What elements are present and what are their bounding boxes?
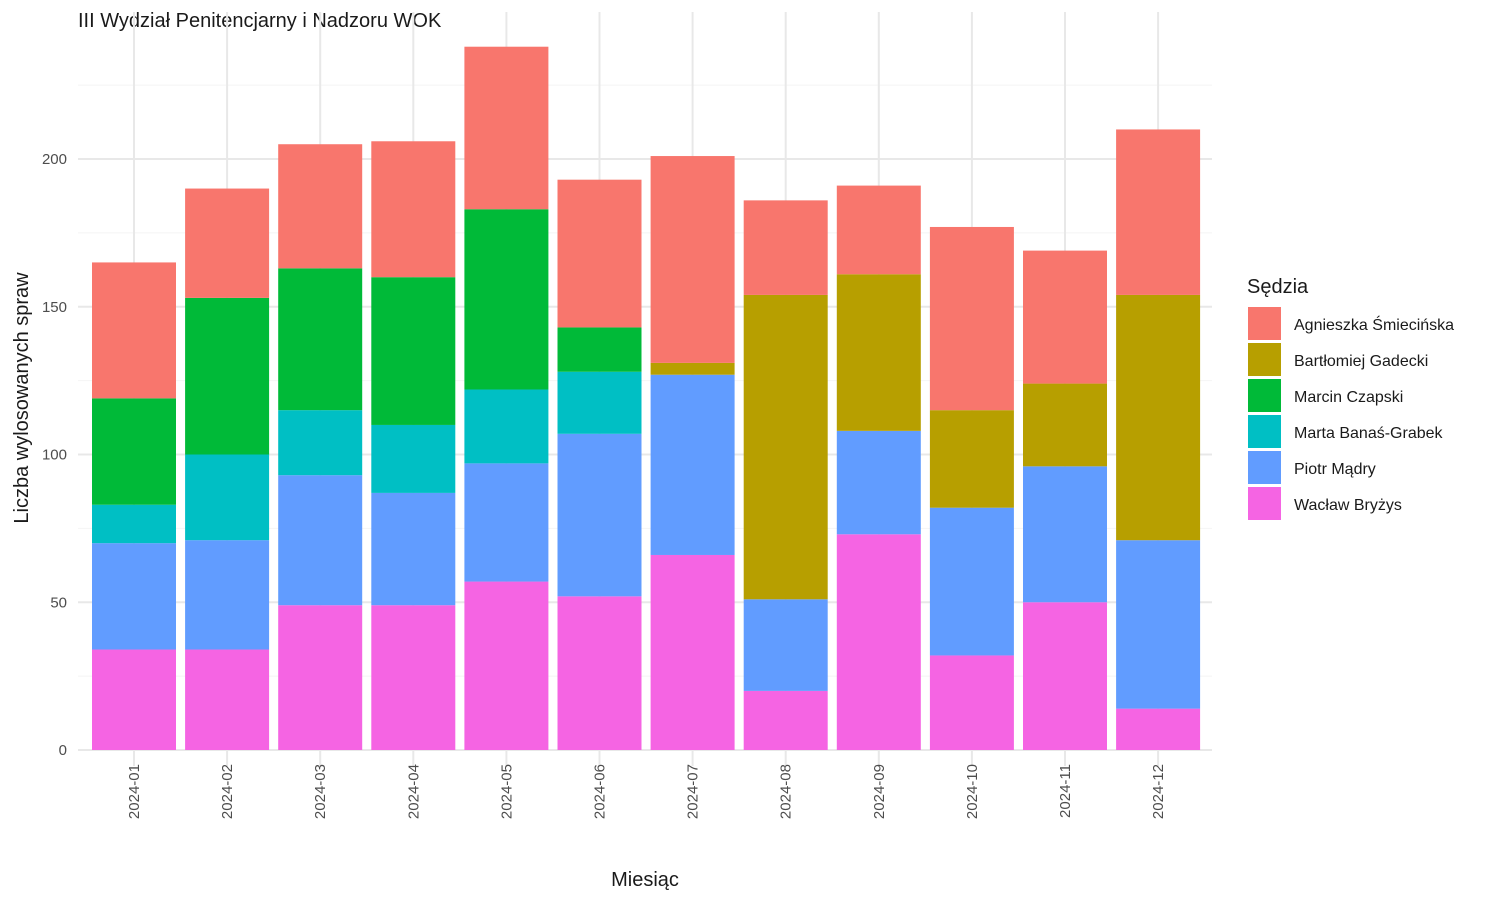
- bar-segment: [92, 262, 176, 399]
- bar-segment: [278, 144, 363, 269]
- bar-segment: [929, 507, 1014, 656]
- x-tick-label: 2024-05: [498, 764, 515, 819]
- y-axis-title: Liczba wylosowanych spraw: [11, 272, 33, 524]
- x-axis-ticks: 2024-01 2024-02 2024-03 2024-04 2024-05 2024-…: [126, 764, 1167, 819]
- legend-swatch: [1248, 415, 1281, 448]
- y-tick-label: 0: [59, 742, 67, 759]
- bar-segment: [92, 543, 176, 650]
- bar-segment: [1023, 466, 1107, 603]
- legend-swatch: [1248, 343, 1281, 376]
- bar-segment: [650, 156, 735, 363]
- legend-label: Bartłomiej Gadecki: [1294, 353, 1428, 370]
- bar-segment: [92, 504, 176, 544]
- x-tick-label: 2024-03: [312, 764, 329, 819]
- legend-label: Marcin Czapski: [1294, 389, 1403, 406]
- legend-swatch: [1248, 379, 1281, 412]
- bar-segment: [371, 492, 456, 606]
- x-tick-label: 2024-04: [405, 764, 422, 819]
- bar-segment: [557, 371, 642, 434]
- x-tick-label: 2024-06: [592, 764, 609, 819]
- y-tick-label: 150: [42, 299, 67, 316]
- bar-segment: [836, 185, 921, 275]
- chart-title: III Wydział Penitencjarny i Nadzoru WOK: [78, 10, 442, 32]
- bar-segment: [185, 188, 270, 298]
- x-tick-label: 2024-10: [964, 764, 981, 819]
- bar-segment: [1023, 250, 1107, 384]
- bar-segment: [92, 398, 176, 505]
- bar-segment: [278, 475, 363, 606]
- legend-label: Agnieszka Śmiecińska: [1294, 315, 1454, 334]
- bar-segment: [650, 554, 735, 750]
- bar-segment: [371, 141, 456, 278]
- legend-label: Marta Banaś-Grabek: [1294, 425, 1444, 442]
- x-tick-label: 2024-07: [685, 764, 702, 819]
- x-tick-label: 2024-02: [219, 764, 236, 819]
- bar-segment: [743, 690, 828, 750]
- x-tick-label: 2024-12: [1150, 764, 1167, 819]
- legend-label: Piotr Mądry: [1294, 461, 1376, 478]
- x-tick-label: 2024-08: [778, 764, 795, 819]
- bar-segment: [371, 605, 456, 750]
- bar-segment: [185, 454, 270, 541]
- x-tick-label: 2024-01: [126, 764, 143, 819]
- bar-segment: [185, 297, 270, 455]
- bar-segment: [1116, 129, 1201, 295]
- y-axis-ticks: 0 50 100 150 200: [42, 151, 67, 759]
- bar-segment: [1023, 383, 1107, 467]
- bar-segment: [278, 605, 363, 750]
- bar-segment: [929, 655, 1014, 750]
- bar-segment: [92, 649, 176, 750]
- bar-segment: [1116, 294, 1201, 541]
- y-tick-label: 200: [42, 151, 67, 168]
- legend-swatch: [1248, 307, 1281, 340]
- legend: Sędzia Agnieszka Śmiecińska Bartłomiej Ga…: [1247, 276, 1454, 520]
- bar-segment: [464, 46, 549, 210]
- bar-segment: [557, 327, 642, 372]
- bar-segment: [371, 424, 456, 493]
- y-tick-label: 50: [50, 594, 67, 611]
- bar-segment: [278, 410, 363, 476]
- bar-segment: [1023, 602, 1107, 750]
- bar-segment: [557, 596, 642, 750]
- x-tick-label: 2024-11: [1057, 764, 1074, 818]
- y-tick-label: 100: [42, 447, 67, 464]
- legend-title: Sędzia: [1247, 276, 1309, 298]
- bar-segment: [185, 649, 270, 750]
- bar-segment: [743, 599, 828, 691]
- bar-segment: [929, 226, 1014, 411]
- bar-segment: [1116, 540, 1201, 709]
- bar-segment: [929, 410, 1014, 508]
- bar-segment: [650, 374, 735, 555]
- bar-segment: [836, 534, 921, 750]
- bar-segment: [278, 268, 363, 411]
- bar-segment: [464, 463, 549, 582]
- bar-segment: [650, 362, 735, 375]
- bar-segment: [557, 433, 642, 597]
- x-axis-title: Miesiąc: [611, 869, 679, 891]
- bar-segment: [185, 540, 270, 650]
- bars: [92, 46, 1201, 750]
- bar-segment: [557, 179, 642, 328]
- x-tick-label: 2024-09: [871, 764, 888, 819]
- bar-segment: [464, 389, 549, 464]
- bar-segment: [743, 294, 828, 600]
- bar-segment: [464, 581, 549, 750]
- bar-segment: [743, 200, 828, 295]
- bar-segment: [371, 277, 456, 425]
- legend-swatch: [1248, 487, 1281, 520]
- bar-segment: [836, 430, 921, 535]
- bar-segment: [1116, 708, 1201, 750]
- legend-label: Wacław Bryżys: [1294, 497, 1402, 514]
- legend-swatch: [1248, 451, 1281, 484]
- bar-segment: [836, 274, 921, 431]
- bar-segment: [464, 209, 549, 390]
